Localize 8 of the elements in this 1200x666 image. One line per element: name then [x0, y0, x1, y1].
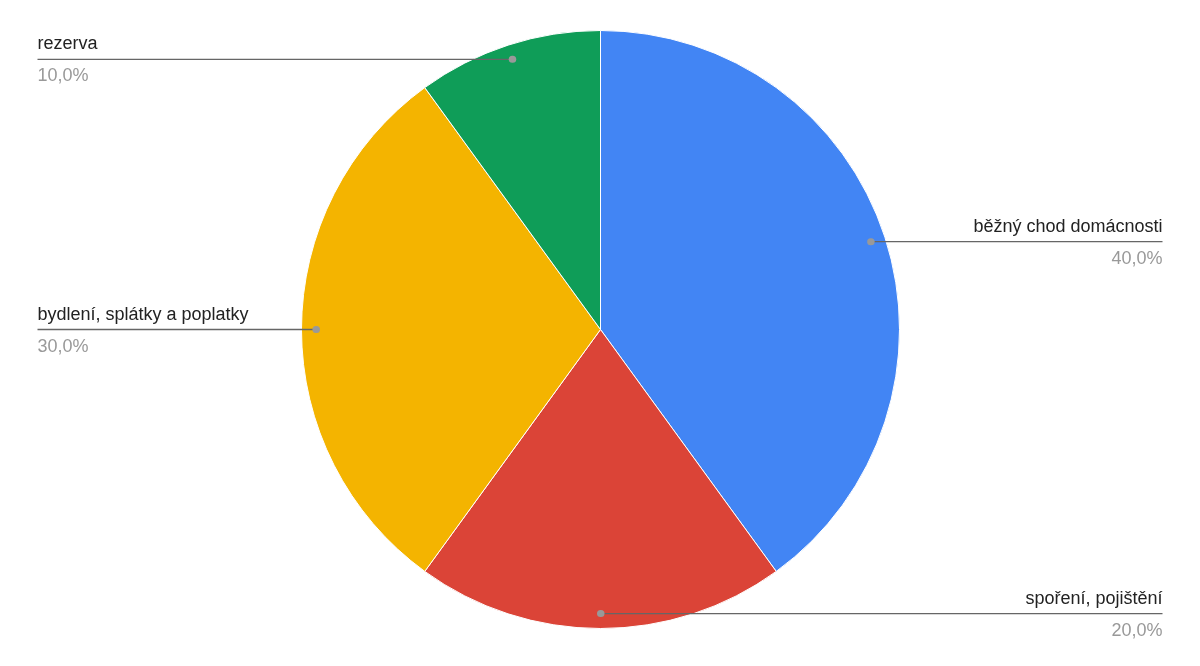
slice-label: rezerva — [37, 33, 99, 54]
slice-label: bydlení, splátky a poplatky — [37, 303, 249, 324]
slice-label: běžný chod domácnosti — [973, 215, 1163, 236]
data-label: 10,0% — [37, 65, 89, 86]
data-label: 20,0% — [1111, 619, 1163, 640]
data-label: 30,0% — [37, 335, 89, 356]
slice-label: spoření, pojištění — [1025, 587, 1163, 608]
data-label: 40,0% — [1111, 247, 1163, 268]
